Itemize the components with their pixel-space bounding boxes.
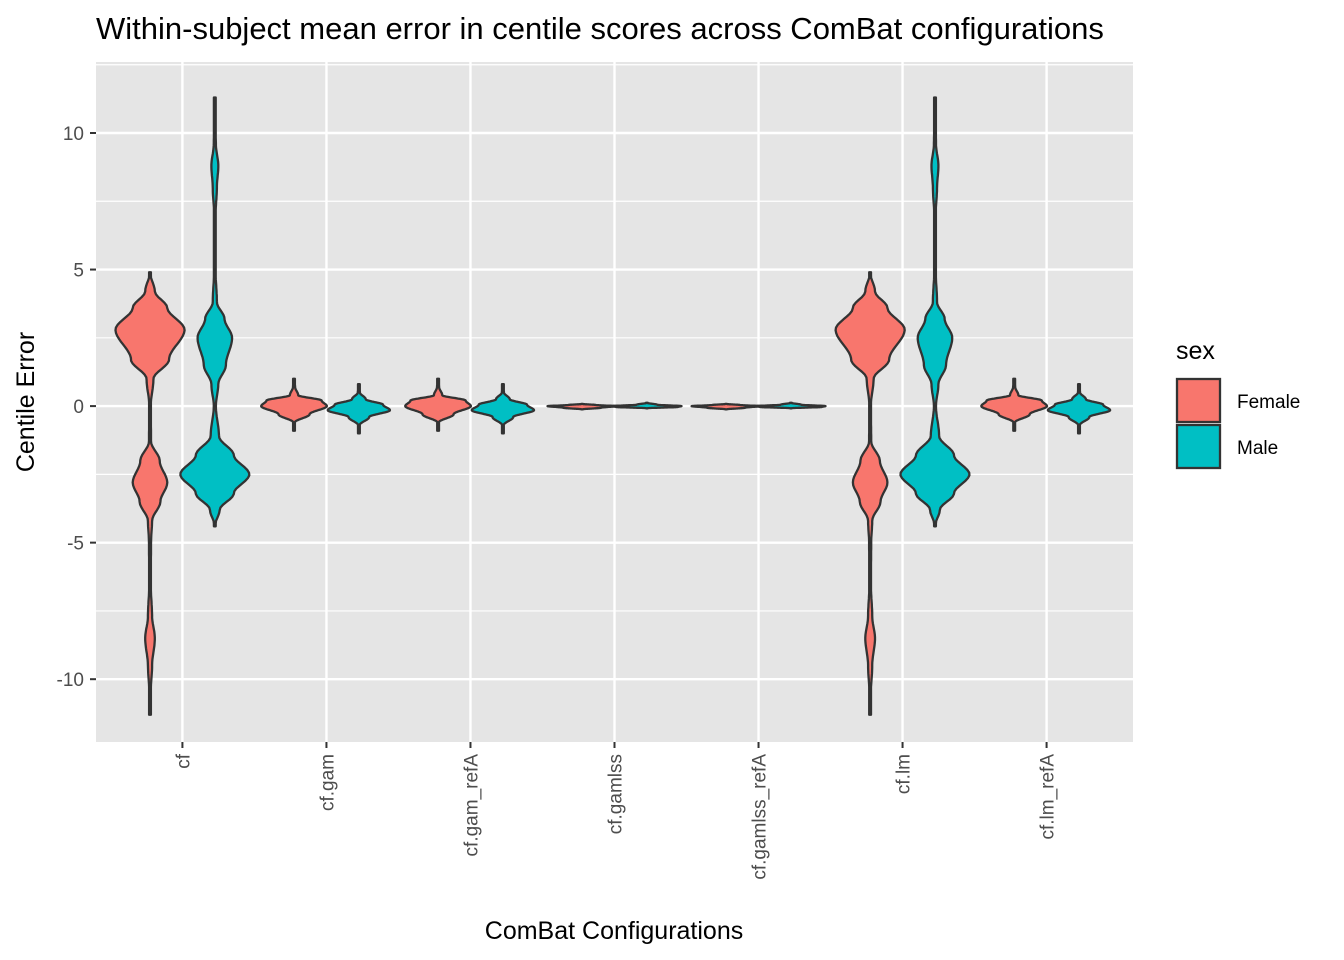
violin-male-cf.gam (326, 383, 392, 435)
violin-female-cf.lm_refA (980, 377, 1049, 432)
y-tick-label: -10 (57, 670, 84, 691)
violin-female-cf.gamlss_refA (690, 402, 762, 411)
legend-label-male: Male (1237, 438, 1278, 459)
x-tick-label: cf (173, 753, 194, 769)
x-tick-label: cf.lm (894, 754, 915, 794)
y-tick-label: 10 (63, 124, 84, 145)
y-axis-title: Centile Error (12, 332, 40, 472)
y-axis: 10 5 0 -5 -10 (57, 124, 96, 691)
legend: sex Female Male (1175, 337, 1300, 470)
violin-male-cf.gamlss_refA (755, 401, 827, 410)
y-tick-label: 0 (73, 397, 84, 418)
violin-male-cf.gam_refA (470, 383, 536, 435)
violin-male-cf.lm_refA (1046, 383, 1112, 435)
violin-female-cf.gam_refA (404, 377, 473, 432)
x-tick-label: cf.gamlss_refA (750, 754, 771, 880)
chart-title: Within-subject mean error in centile sco… (96, 11, 1104, 46)
violin-female-cf.gamlss (546, 402, 618, 411)
legend-key-male (1175, 423, 1222, 470)
violin-male-cf.gamlss (611, 401, 683, 410)
x-tick-label: cf.gam (317, 754, 338, 811)
legend-title: sex (1176, 337, 1215, 365)
x-tick-label: cf.lm_refA (1038, 754, 1059, 840)
violin-male-cf (179, 96, 251, 528)
legend-key-female (1175, 377, 1222, 424)
violin-male-cf.lm (899, 96, 971, 528)
y-tick-label: -5 (67, 534, 84, 555)
violin-female-cf.gam (260, 377, 329, 432)
violin-female-cf.lm (834, 271, 906, 716)
violins (114, 96, 1112, 716)
x-tick-label: cf.gam_refA (461, 754, 482, 857)
x-axis-title: ComBat Configurations (485, 917, 743, 945)
legend-label-female: Female (1237, 392, 1300, 413)
x-tick-label: cf.gamlss (606, 754, 627, 834)
x-axis: cf cf.gam cf.gam_refA cf.gamlss cf.gamlss_re… (173, 742, 1059, 880)
y-tick-label: 5 (73, 261, 84, 282)
violin-female-cf (114, 271, 186, 716)
